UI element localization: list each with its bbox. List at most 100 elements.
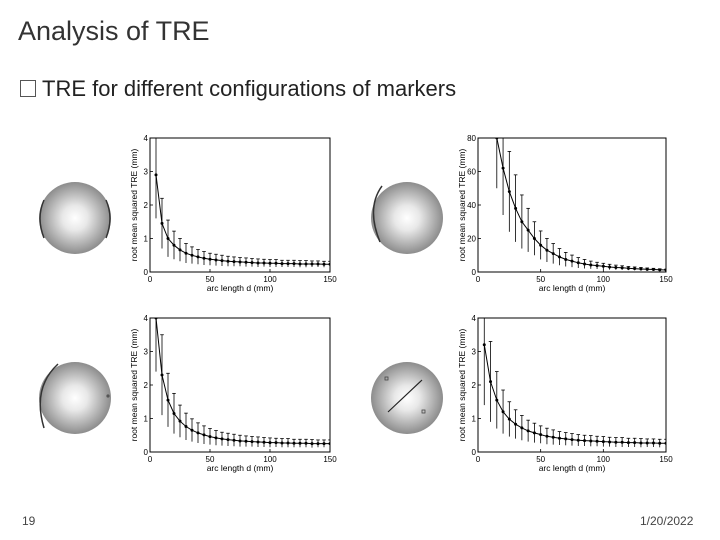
- data-point: [304, 441, 308, 445]
- data-point: [608, 265, 612, 269]
- data-point: [532, 431, 536, 435]
- y-axis-label: root mean squared TRE (mm): [457, 328, 467, 441]
- data-point: [220, 259, 224, 263]
- x-tick-label: 100: [263, 275, 277, 284]
- series-group: [482, 318, 666, 448]
- y-tick-label: 3: [472, 348, 477, 357]
- bullet-box-icon: [20, 80, 36, 97]
- data-point: [557, 436, 561, 440]
- data-point: [196, 255, 200, 259]
- x-tick-label: 150: [323, 455, 337, 464]
- data-point: [633, 441, 637, 445]
- data-point: [166, 237, 170, 240]
- data-point: [539, 243, 543, 247]
- y-tick-label: 1: [144, 235, 149, 244]
- sphere-illustration-2: [371, 182, 443, 254]
- data-point: [256, 261, 260, 265]
- data-point: [645, 441, 649, 445]
- bullet-item: TRE for different configurations of mark…: [20, 76, 456, 102]
- y-tick-label: 4: [144, 314, 149, 323]
- x-tick-label: 50: [206, 455, 215, 464]
- data-point: [595, 264, 599, 268]
- series-group: [495, 138, 666, 272]
- y-tick-label: 0: [144, 448, 149, 457]
- data-point: [232, 260, 236, 264]
- sphere-illustration-4: [371, 362, 443, 434]
- data-point: [482, 343, 486, 347]
- data-point: [286, 441, 290, 445]
- y-tick-label: 80: [467, 134, 476, 143]
- plot-frame: [149, 317, 331, 453]
- x-tick-label: 100: [263, 455, 277, 464]
- y-tick-label: 20: [467, 235, 476, 244]
- data-point: [576, 438, 580, 442]
- x-tick-label: 0: [476, 275, 481, 284]
- plot-frame: [149, 137, 331, 273]
- data-point: [495, 398, 499, 402]
- data-point: [589, 263, 593, 267]
- data-point: [178, 248, 182, 252]
- data-point: [495, 138, 499, 140]
- y-tick-label: 1: [144, 415, 149, 424]
- data-point: [489, 380, 493, 384]
- data-point: [256, 440, 260, 444]
- slide-date: 1/20/2022: [640, 514, 694, 528]
- data-point: [545, 248, 549, 252]
- data-point: [328, 262, 330, 266]
- data-point: [250, 440, 254, 444]
- data-point: [526, 228, 530, 232]
- data-point: [262, 440, 266, 444]
- data-point: [532, 237, 536, 240]
- data-point: [507, 417, 511, 421]
- x-tick-label: 100: [597, 455, 611, 464]
- x-tick-label: 0: [476, 455, 481, 464]
- y-tick-label: 60: [467, 168, 476, 177]
- data-point: [595, 439, 599, 443]
- data-point: [310, 262, 314, 266]
- data-point: [310, 442, 314, 446]
- series-group: [154, 138, 330, 268]
- y-tick-label: 2: [144, 201, 149, 210]
- data-point: [557, 255, 561, 259]
- x-tick-label: 150: [323, 275, 337, 284]
- data-point: [520, 220, 524, 224]
- x-tick-label: 100: [597, 275, 611, 284]
- data-point: [178, 419, 182, 423]
- data-point: [589, 439, 593, 443]
- tre-chart-top-left: 0 50 100 150 0 1 2 3 4 arc length d (mm) root mean…: [129, 134, 337, 293]
- data-point: [226, 438, 230, 442]
- data-point: [322, 262, 326, 266]
- data-point: [645, 267, 649, 271]
- x-tick-label: 50: [206, 275, 215, 284]
- data-point: [250, 261, 254, 265]
- tre-chart-bottom-right: 0 50 100 150 0 1 2 3 4 arc length d (mm) root mean…: [457, 314, 673, 473]
- data-point: [620, 266, 624, 270]
- y-tick-label: 4: [144, 134, 149, 143]
- data-point: [639, 441, 643, 445]
- data-point: [184, 425, 188, 429]
- data-point: [570, 438, 574, 442]
- y-tick-label: 1: [472, 415, 477, 424]
- x-tick-label: 0: [148, 275, 153, 284]
- data-point: [280, 441, 284, 445]
- y-axis-label: root mean squared TRE (mm): [129, 328, 139, 441]
- data-point: [639, 267, 643, 271]
- data-point: [626, 266, 630, 270]
- y-tick-label: 0: [144, 268, 149, 277]
- x-tick-label: 50: [536, 455, 545, 464]
- y-axis-label: root mean squared TRE (mm): [129, 148, 139, 261]
- data-point: [601, 440, 605, 444]
- data-point: [620, 440, 624, 444]
- data-point: [626, 441, 630, 445]
- data-point: [268, 261, 272, 265]
- data-point: [551, 435, 555, 439]
- y-tick-label: 40: [467, 201, 476, 210]
- data-point: [286, 262, 290, 266]
- data-point: [614, 265, 618, 269]
- data-point: [292, 441, 296, 445]
- data-point: [190, 428, 194, 432]
- y-tick-label: 2: [472, 381, 477, 390]
- data-point: [274, 261, 278, 265]
- x-tick-label: 0: [148, 455, 153, 464]
- data-point: [172, 411, 176, 415]
